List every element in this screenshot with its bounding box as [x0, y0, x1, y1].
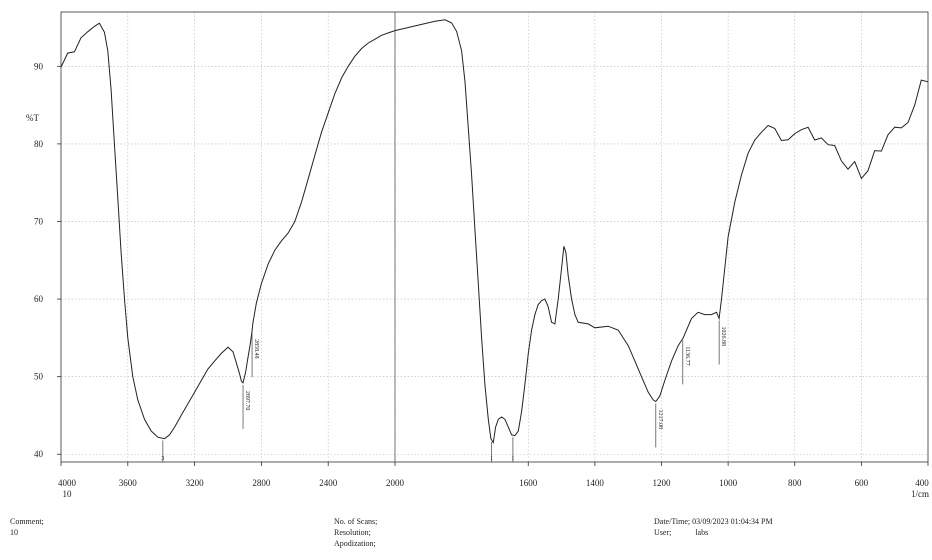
y-tick-label: 40: [34, 449, 44, 459]
user-value: labs: [695, 528, 709, 537]
peak-marker: 1217.08: [655, 403, 663, 448]
x-tick-label: 2400: [319, 478, 338, 488]
peak-marker: 2858.48: [251, 333, 259, 378]
peak-marker: 1136.77: [682, 340, 690, 385]
comment-label: Comment;: [10, 517, 44, 526]
footer-scan-info: No. of Scans; Resolution; Apodization;: [334, 516, 377, 549]
footer-date-user: Date/Time; 03/09/2023 01:04:34 PM User; …: [654, 516, 773, 538]
y-tick-label: 70: [34, 216, 44, 226]
peak-marker: 1: [511, 437, 514, 462]
peak-annotations: 3 2897.70 2858.48 1 1 1217.08 1136.77 1026.88: [161, 320, 726, 462]
peak-label: 1217.08: [657, 409, 663, 429]
grid-lines: [61, 12, 928, 462]
y-tick-label: 90: [34, 61, 44, 71]
y-axis-ticks: 40 50 60 70 80 90: [34, 61, 61, 459]
x-axis-extra-label: 10: [63, 489, 73, 499]
x-tick-label: 3600: [119, 478, 138, 488]
peak-label: 3: [161, 456, 164, 462]
x-axis-unit: 1/cm: [911, 489, 929, 499]
x-tick-label: 2000: [386, 478, 405, 488]
apodization-label: Apodization;: [334, 539, 376, 548]
peak-marker: 1026.88: [718, 320, 726, 365]
peak-label: 1: [511, 456, 514, 462]
x-tick-label: 400: [915, 478, 929, 488]
y-axis-label: %T: [26, 113, 39, 123]
datetime-label: Date/Time; 03/09/2023 01:04:34 PM: [654, 517, 773, 526]
x-tick-label: 4000: [58, 478, 77, 488]
x-tick-label: 1400: [586, 478, 605, 488]
peak-label: 2858.48: [253, 339, 259, 359]
peak-marker: 2897.70: [242, 384, 250, 429]
peak-label: 2897.70: [244, 391, 250, 411]
y-tick-label: 60: [34, 294, 44, 304]
user-row: User; labs: [654, 527, 773, 538]
y-tick-label: 80: [34, 139, 44, 149]
comment-value: 10: [10, 528, 18, 537]
peak-marker: 1: [490, 441, 493, 462]
peak-label: 1026.88: [720, 326, 726, 346]
peak-label: 1136.77: [684, 346, 690, 365]
x-tick-label: 1200: [653, 478, 672, 488]
footer-comment: Comment; 10: [10, 516, 44, 538]
plot-frame: [60, 11, 929, 463]
x-tick-label: 3200: [186, 478, 205, 488]
transmittance-line: [60, 19, 929, 445]
x-tick-label: 1000: [719, 478, 738, 488]
x-tick-label: 1600: [519, 478, 538, 488]
x-axis-ticks: 4000 3600 3200 2800 2400 2000 1600 1400 1200 1000…: [58, 462, 929, 488]
resolution-label: Resolution;: [334, 528, 371, 537]
scans-label: No. of Scans;: [334, 517, 378, 526]
peak-marker: 3: [161, 440, 164, 462]
x-tick-label: 600: [855, 478, 869, 488]
x-tick-label: 2800: [252, 478, 271, 488]
x-tick-label: 800: [788, 478, 802, 488]
peak-label: 1: [490, 456, 493, 462]
y-tick-label: 50: [34, 372, 44, 382]
user-label: User;: [654, 528, 672, 537]
